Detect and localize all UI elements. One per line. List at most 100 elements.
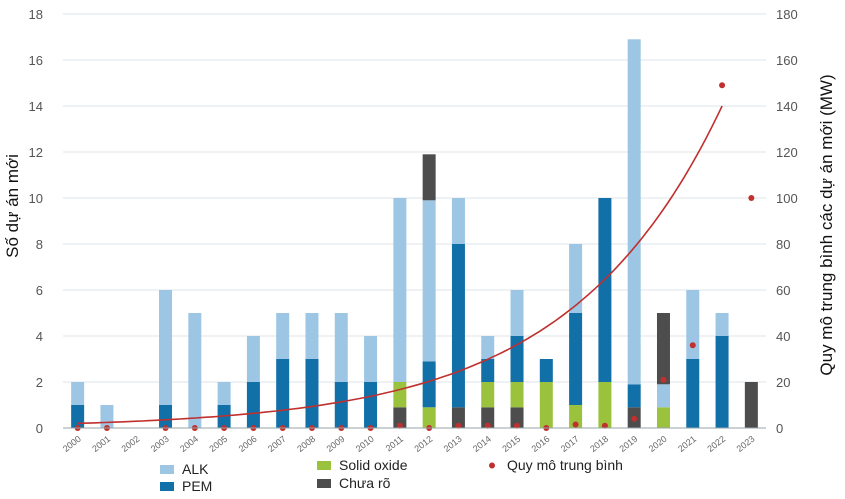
bar-segment (686, 290, 700, 359)
y-tick-right: 140 (776, 99, 798, 114)
x-tick-label: 2022 (705, 434, 727, 454)
bar-segment (451, 198, 465, 244)
bar-segment (334, 382, 348, 428)
bar-segment (569, 244, 583, 313)
trend-line-group (77, 105, 723, 425)
bar-segment (744, 382, 758, 428)
bar-segment (393, 407, 407, 428)
x-tick-label: 2000 (61, 434, 83, 454)
bar-segment (715, 313, 729, 336)
bar-segment (334, 313, 348, 382)
x-tick-label: 2012 (412, 434, 434, 454)
y-tick-right: 80 (776, 237, 790, 252)
y-tick-right: 120 (776, 145, 798, 160)
bars (71, 39, 758, 428)
bar-segment (539, 359, 553, 382)
bar-segment (71, 405, 85, 428)
bar-segment (656, 407, 670, 428)
bar-segment (276, 359, 290, 428)
legend-label: Chưa rõ (339, 475, 391, 491)
x-tick-label: 2020 (647, 434, 669, 454)
x-tick-label: 2011 (384, 434, 405, 454)
avg-scale-dot (631, 415, 638, 422)
avg-scale-dots (74, 82, 755, 431)
y-tick-right: 160 (776, 53, 798, 68)
x-tick-label: 2007 (266, 434, 288, 454)
x-tick-label: 2016 (530, 434, 552, 454)
x-tick-label: 2002 (120, 434, 142, 454)
legend-swatch (160, 482, 174, 491)
avg-scale-dot (514, 422, 521, 429)
bar-segment (539, 382, 553, 428)
bar-segment (481, 336, 495, 359)
x-tick-label: 2009 (325, 434, 347, 454)
y-tick-right: 100 (776, 191, 798, 206)
legend-label: PEM (182, 478, 212, 494)
bar-segment (656, 313, 670, 385)
bar-segment (71, 382, 85, 405)
avg-scale-dot (719, 82, 726, 89)
bar-segment (510, 382, 524, 408)
y-axis-title-right: Quy mô trung bình các dự án mới (MW) (817, 74, 836, 375)
x-tick-label: 2015 (500, 434, 522, 454)
avg-scale-dot (689, 342, 696, 349)
y-tick-left: 8 (36, 237, 43, 252)
bar-segment (422, 407, 436, 428)
avg-scale-dot (396, 422, 403, 429)
bar-segment (393, 198, 407, 382)
x-tick-label: 2006 (237, 434, 259, 454)
y-tick-right: 40 (776, 329, 790, 344)
y-tick-right: 60 (776, 283, 790, 298)
y-tick-left: 16 (29, 53, 43, 68)
y-tick-left: 18 (29, 7, 43, 22)
x-tick-label: 2014 (471, 434, 493, 454)
bar-segment (510, 290, 524, 336)
y-tick-right: 180 (776, 7, 798, 22)
x-tick-label: 2021 (676, 434, 698, 454)
avg-scale-dot (601, 422, 608, 429)
y-tick-left: 10 (29, 191, 43, 206)
bar-segment (715, 336, 729, 428)
y-tick-right: 20 (776, 375, 790, 390)
bar-segment (510, 407, 524, 428)
avg-scale-dot (455, 422, 462, 429)
bar-segment (422, 154, 436, 201)
avg-scale-dot (484, 422, 491, 429)
bar-segment (305, 359, 319, 428)
y-tick-left: 0 (36, 421, 43, 436)
bar-segment (217, 382, 231, 405)
bar-segment (159, 290, 173, 405)
bar-segment (451, 244, 465, 408)
bar-segment (686, 359, 700, 428)
bar-segment (569, 405, 583, 428)
bar-segment (422, 361, 436, 408)
y-tick-left: 12 (29, 145, 43, 160)
x-tick-label: 2008 (295, 434, 317, 454)
x-tick-label: 2019 (617, 434, 639, 454)
bar-segment (451, 407, 465, 428)
avg-scale-dot (572, 421, 579, 428)
bar-segment (364, 336, 378, 382)
x-tick-label: 2004 (178, 434, 200, 454)
bar-segment (627, 39, 641, 385)
bar-segment (246, 382, 260, 428)
y-tick-left: 14 (29, 99, 43, 114)
avg-scale-dot (660, 376, 667, 383)
x-tick-label: 2013 (442, 434, 464, 454)
legend-label: ALK (182, 461, 209, 477)
x-tick-label: 2017 (559, 434, 581, 454)
y-tick-left: 6 (36, 283, 43, 298)
legend-swatch (317, 479, 331, 488)
bar-segment (305, 313, 319, 359)
bar-segment (481, 359, 495, 382)
y-tick-right: 0 (776, 421, 783, 436)
bar-segment (393, 382, 407, 408)
y-tick-left: 2 (36, 375, 43, 390)
grid-lines (63, 13, 766, 429)
legend-swatch (160, 465, 174, 474)
x-tick-label: 2010 (354, 434, 376, 454)
bar-segment (246, 336, 260, 382)
x-tick-label: 2018 (588, 434, 610, 454)
